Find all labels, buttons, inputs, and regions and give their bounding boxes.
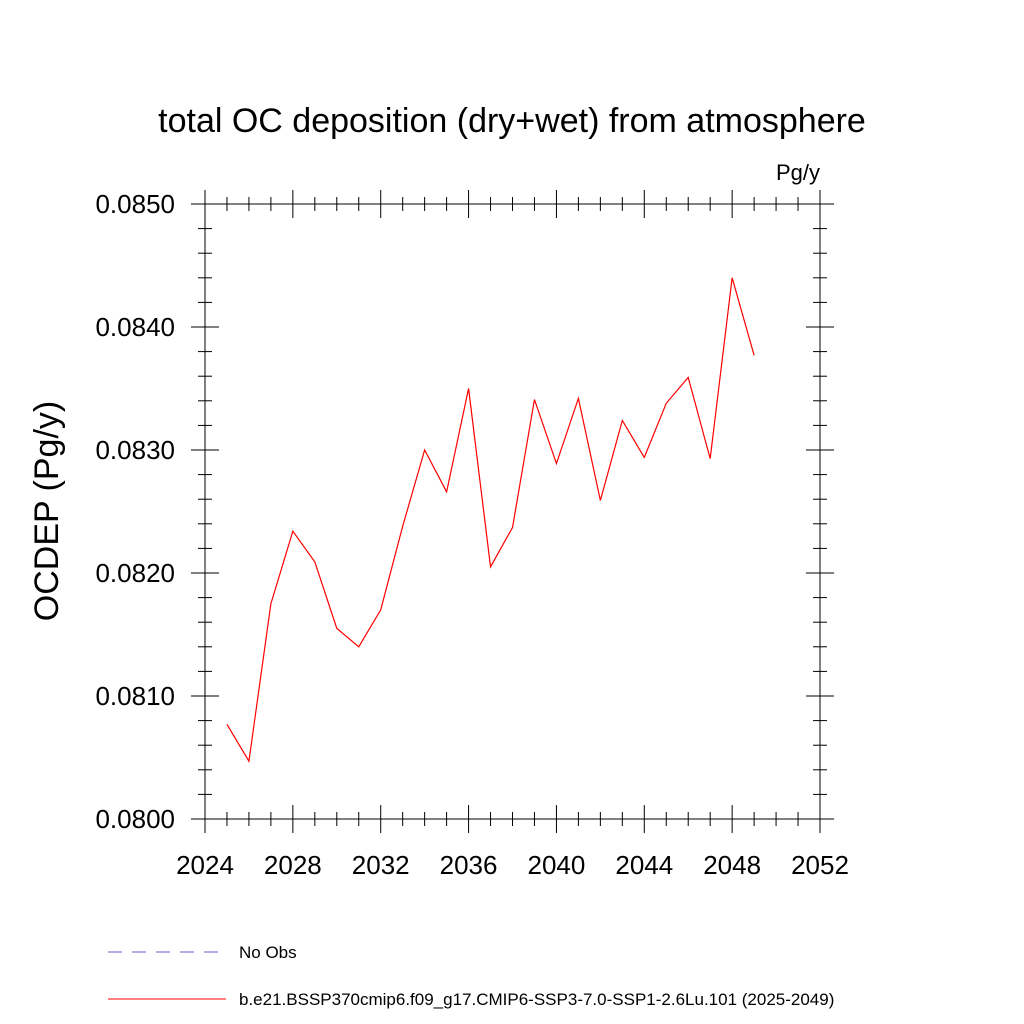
y-axis-label: OCDEP (Pg/y) xyxy=(28,401,66,621)
legend-label: No Obs xyxy=(239,943,297,962)
y-tick-label: 0.0820 xyxy=(95,558,175,588)
x-axis-ticks: 2024 2028 2032 2036 2040 2044 2048 2052 xyxy=(176,190,849,880)
y-tick-label: 0.0850 xyxy=(95,189,175,219)
y-tick-label: 0.0810 xyxy=(95,681,175,711)
x-tick-label: 2040 xyxy=(528,850,586,880)
y-tick-label: 0.0830 xyxy=(95,435,175,465)
x-tick-label: 2036 xyxy=(440,850,498,880)
y-tick-label: 0.0840 xyxy=(95,312,175,342)
x-tick-label: 2052 xyxy=(791,850,849,880)
x-tick-label: 2044 xyxy=(615,850,673,880)
y-axis-ticks: 0.0800 0.0810 0.0820 0.0830 0.0840 0.0850 xyxy=(95,189,834,834)
x-tick-label: 2048 xyxy=(703,850,761,880)
legend: No Obs b.e21.BSSP370cmip6.f09_g17.CMIP6-S… xyxy=(108,943,834,1009)
y-tick-label: 0.0800 xyxy=(95,804,175,834)
x-tick-label: 2028 xyxy=(264,850,322,880)
units-label: Pg/y xyxy=(776,160,820,185)
plot-frame xyxy=(204,203,821,820)
series-line xyxy=(226,277,755,763)
chart-title: total OC deposition (dry+wet) from atmos… xyxy=(158,102,866,140)
legend-label: b.e21.BSSP370cmip6.f09_g17.CMIP6-SSP3-7.… xyxy=(239,990,834,1009)
x-tick-label: 2024 xyxy=(176,850,234,880)
series-layer xyxy=(226,277,755,763)
x-tick-label: 2032 xyxy=(352,850,410,880)
